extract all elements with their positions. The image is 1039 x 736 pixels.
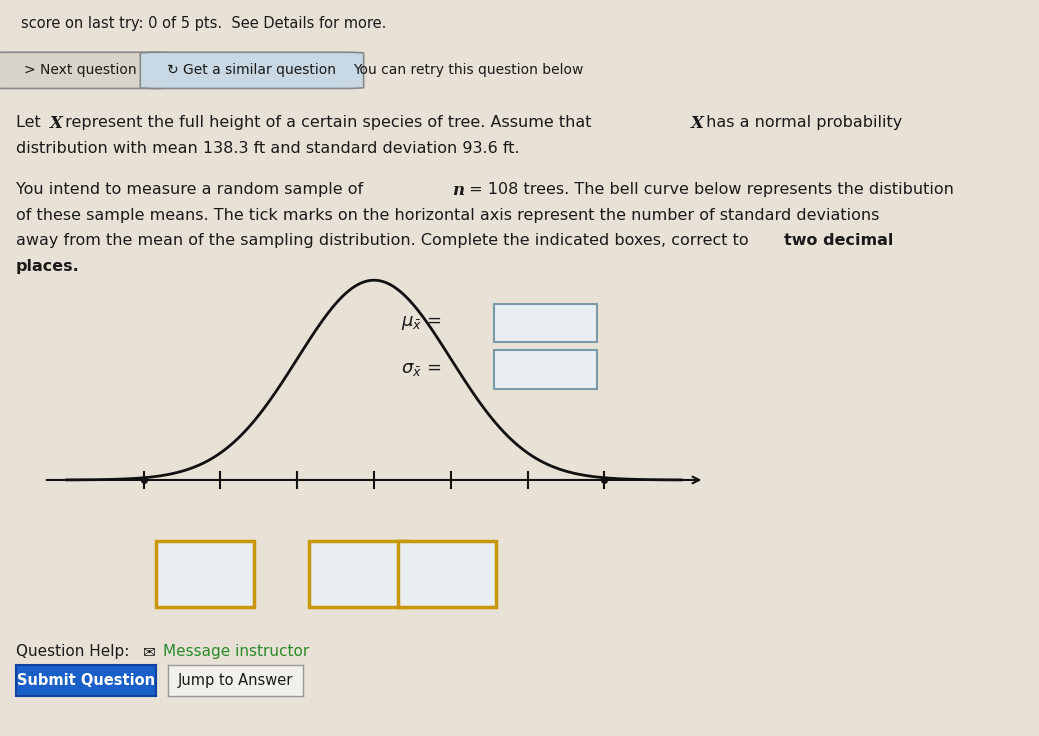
Text: represent the full height of a certain species of tree. Assume that: represent the full height of a certain s… [60, 116, 596, 130]
Text: two decimal: two decimal [784, 233, 894, 248]
Text: $\sigma_{\bar{x}}$ =: $\sigma_{\bar{x}}$ = [401, 361, 442, 378]
Text: n: n [452, 182, 464, 199]
Text: has a normal probability: has a normal probability [701, 116, 903, 130]
Text: X: X [50, 116, 62, 132]
Text: Jump to Answer: Jump to Answer [178, 673, 294, 687]
FancyBboxPatch shape [140, 52, 364, 88]
Text: Let: Let [16, 116, 46, 130]
Text: ↻ Get a similar question: ↻ Get a similar question [167, 63, 337, 77]
Text: X: X [691, 116, 703, 132]
Text: ✉: ✉ [143, 644, 156, 659]
Text: Message instructor: Message instructor [163, 644, 310, 659]
Text: Submit Question: Submit Question [17, 673, 155, 687]
Text: places.: places. [16, 258, 79, 274]
FancyBboxPatch shape [0, 52, 171, 88]
Text: away from the mean of the sampling distribution. Complete the indicated boxes, c: away from the mean of the sampling distr… [16, 233, 753, 248]
Text: Question Help:: Question Help: [16, 644, 129, 659]
Text: score on last try: 0 of 5 pts.  See Details for more.: score on last try: 0 of 5 pts. See Detai… [21, 16, 387, 32]
Text: distribution with mean 138.3 ft and standard deviation 93.6 ft.: distribution with mean 138.3 ft and stan… [16, 141, 520, 156]
Text: > Next question: > Next question [24, 63, 136, 77]
Text: $\mu_{\bar{x}}$ =: $\mu_{\bar{x}}$ = [401, 314, 442, 332]
Text: of these sample means. The tick marks on the horizontal axis represent the numbe: of these sample means. The tick marks on… [16, 208, 879, 222]
Text: You intend to measure a random sample of: You intend to measure a random sample of [16, 182, 368, 197]
Text: = 108 trees. The bell curve below represents the distibution: = 108 trees. The bell curve below repres… [464, 182, 954, 197]
Text: You can retry this question below: You can retry this question below [353, 63, 584, 77]
